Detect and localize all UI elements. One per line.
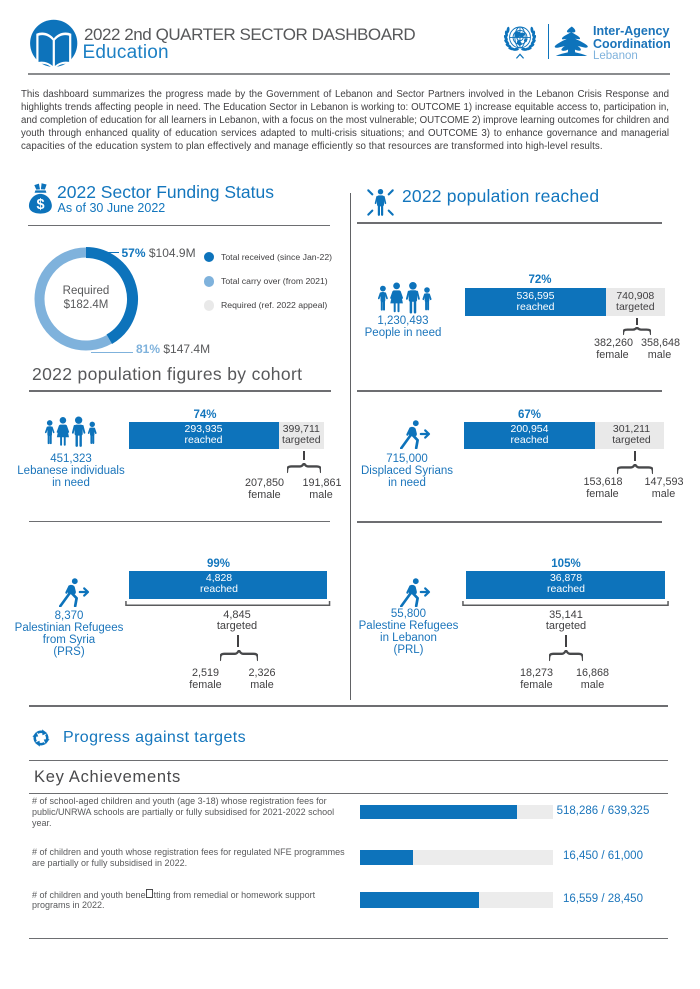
svg-text:$: $ — [37, 197, 45, 213]
